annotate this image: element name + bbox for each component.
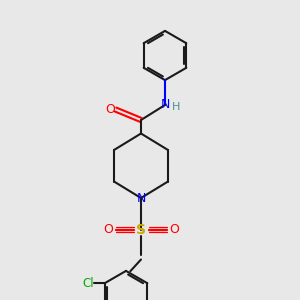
Text: N: N <box>160 98 170 112</box>
Text: O: O <box>169 223 179 236</box>
Text: O: O <box>103 223 113 236</box>
Text: N: N <box>136 191 146 205</box>
Text: H: H <box>172 102 181 112</box>
Text: Cl: Cl <box>82 277 94 290</box>
Text: O: O <box>105 103 115 116</box>
Text: S: S <box>136 223 146 236</box>
